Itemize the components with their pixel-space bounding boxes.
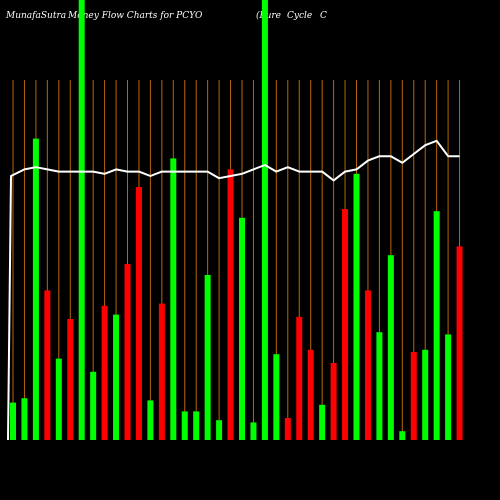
chart-title: MunafaSutra Money Flow Charts for PCYO (…: [0, 11, 500, 25]
volume-bar: [147, 400, 154, 440]
volume-bar: [113, 314, 120, 440]
price-line: [7, 139, 460, 441]
volume-bar: [181, 411, 188, 440]
volume-bar: [250, 422, 257, 440]
volume-bar: [67, 319, 74, 440]
volume-bar: [422, 349, 429, 440]
volume-bar: [135, 187, 142, 440]
volume-bar: [445, 334, 452, 440]
volume-bar: [433, 211, 440, 440]
volume-bar: [55, 358, 62, 440]
volume-bar: [101, 305, 108, 440]
volume-bar: [353, 173, 360, 441]
volume-bar: [124, 264, 131, 440]
volume-bar: [330, 363, 337, 440]
volume-bar: [44, 290, 51, 440]
site-name: MunafaSutra: [6, 11, 67, 21]
volume-bar: [399, 431, 406, 440]
volume-bar: [32, 138, 39, 440]
volume-bar: [410, 352, 417, 440]
volume-bars: [10, 0, 463, 441]
volume-bar: [342, 209, 349, 440]
volume-bar: [21, 398, 28, 440]
volume-bar: [364, 290, 371, 440]
volume-bar: [158, 303, 165, 440]
company-name-part1: (Pure: [256, 11, 281, 21]
volume-bar: [204, 275, 211, 440]
volume-bar: [273, 354, 280, 440]
volume-bar: [296, 316, 303, 440]
volume-bar: [261, 0, 268, 440]
volume-bar: [216, 420, 223, 440]
volume-bar: [307, 349, 314, 440]
volume-bar: [284, 418, 291, 440]
volume-bar: [78, 0, 85, 440]
company-name-part2: Cycle: [287, 11, 313, 21]
volume-bar: [319, 404, 326, 440]
volume-bar: [227, 169, 234, 440]
chart-heading: Money Flow Charts for PCYO: [68, 11, 203, 21]
volume-bar: [10, 402, 16, 440]
company-name-part3: C: [320, 11, 327, 21]
price-line-group: [7, 139, 460, 441]
volume-bar: [387, 255, 394, 440]
volume-bar: [90, 371, 97, 440]
volume-bar: [376, 332, 383, 440]
volume-bar: [456, 246, 463, 440]
volume-bar: [170, 158, 177, 440]
volume-bar: [193, 411, 200, 440]
volume-bar: [239, 217, 245, 440]
